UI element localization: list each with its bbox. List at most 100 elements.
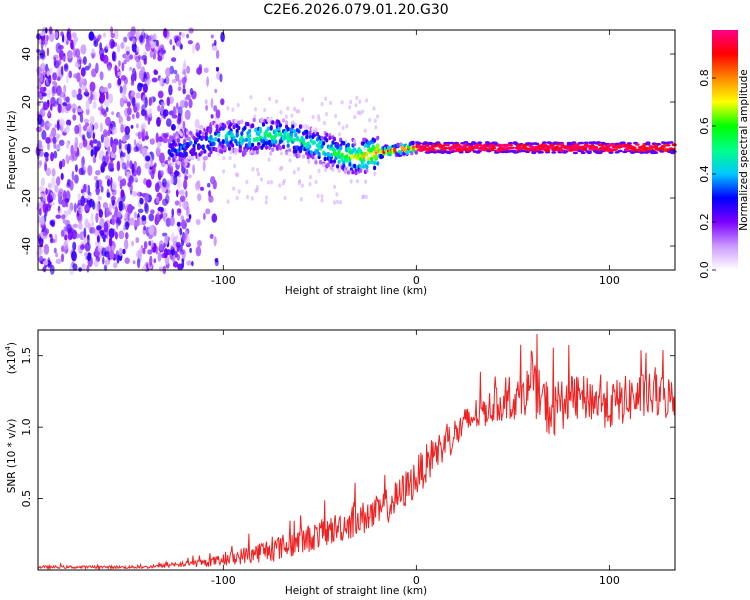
spectrogram-cell	[203, 212, 206, 220]
spectrogram-cell	[121, 89, 127, 99]
spectrogram-y-label: Frequency (Hz)	[6, 110, 18, 189]
spectrogram-cell	[46, 203, 51, 212]
spectrogram-cell	[204, 136, 208, 141]
spectrogram-cell	[186, 206, 190, 218]
spectrogram-cell	[102, 155, 106, 165]
spectrogram-cell	[174, 250, 178, 258]
snr-y-label: SNR (10 * v/v)	[6, 419, 18, 494]
spectrogram-cell	[349, 179, 353, 184]
spectrogram-cell	[91, 201, 96, 210]
spectrogram-cell	[509, 146, 515, 150]
spectrogram-cell	[214, 137, 218, 142]
spectrogram-cell	[142, 247, 146, 255]
spectrogram-cell	[73, 202, 77, 213]
spectrogram-cell	[236, 102, 240, 108]
spectrogram-cell	[214, 259, 219, 267]
spectrogram-cell	[307, 159, 311, 164]
spectrogram-cell	[62, 219, 68, 224]
spectrogram-cell	[133, 211, 137, 219]
spectrogram-cell	[178, 200, 182, 208]
spectrogram-cell	[264, 145, 269, 150]
spectrogram-cell	[55, 258, 62, 264]
spectrogram-cell	[195, 181, 200, 191]
snr-plot-area	[38, 330, 675, 570]
spectrogram-cell	[138, 83, 144, 88]
spectrogram-cell	[354, 103, 358, 108]
spectrogram-cell	[337, 150, 341, 155]
spectrogram-cell	[61, 199, 67, 208]
spectrogram-cell	[137, 217, 143, 222]
spectrogram-cell	[215, 124, 219, 129]
spectrogram-cell	[169, 39, 173, 45]
spectrogram-cell	[376, 135, 380, 141]
spectrogram-cell	[338, 132, 341, 137]
spectrogram-cell	[222, 156, 226, 161]
spectrogram-cell	[332, 136, 337, 142]
spectrogram-cell	[37, 139, 43, 150]
spectrogram-cell	[36, 126, 42, 133]
spectrogram-cell	[353, 139, 357, 144]
spectrogram-cell	[345, 124, 349, 129]
spectrogram-cell	[101, 108, 107, 116]
spectrogram-cell	[458, 150, 464, 154]
spectrogram-cell	[129, 217, 135, 226]
spectrogram-cell	[234, 118, 238, 124]
spectrogram-cell	[195, 42, 201, 52]
spectrogram-cell	[49, 32, 55, 43]
spectrogram-cell	[228, 155, 232, 161]
spectrogram-cell	[335, 192, 339, 197]
spectrogram-cell	[342, 141, 346, 146]
spectrogram-cell	[336, 164, 340, 169]
spectrogram-cell	[430, 148, 436, 151]
spectrogram-cell	[106, 192, 111, 198]
spectrogram-cell	[237, 125, 241, 131]
spectrogram-cell	[333, 200, 336, 205]
spectrogram-cell	[45, 137, 51, 144]
spectrogram-cell	[341, 125, 345, 131]
spectrogram-cell	[75, 48, 81, 58]
spectrogram-cell	[93, 175, 98, 181]
spectrogram-cell	[137, 208, 144, 214]
spectrogram-y-tick-label: -20	[20, 189, 33, 207]
spectrogram-cell	[157, 251, 162, 262]
spectrogram-cell	[215, 119, 219, 125]
spectrogram-cell	[179, 31, 182, 36]
spectrogram-cell	[92, 156, 97, 164]
spectrogram-cell	[100, 122, 103, 133]
spectrogram-cell	[152, 53, 156, 60]
spectrogram-cell	[574, 144, 580, 147]
spectrogram-cell	[278, 146, 282, 151]
spectrogram-cell	[133, 139, 137, 147]
spectrogram-cell	[634, 143, 640, 146]
spectrogram-cell	[204, 131, 208, 136]
spectrogram-cell	[58, 44, 64, 50]
spectrogram-cell	[211, 45, 218, 51]
spectrogram-cell	[217, 132, 221, 138]
spectrogram-cell	[626, 142, 632, 145]
spectrogram-cell	[322, 163, 326, 168]
spectrogram-cell	[170, 176, 174, 185]
spectrogram-cell	[57, 190, 61, 199]
spectrogram-cell	[83, 183, 87, 193]
spectrogram-cell	[103, 32, 106, 38]
spectrogram-cell	[179, 99, 186, 109]
spectrogram-cell	[148, 97, 152, 107]
spectrogram-cell	[231, 143, 235, 148]
spectrogram-cell	[175, 131, 179, 136]
snr-y-multiplier: (x104)	[4, 342, 18, 374]
spectrogram-cell	[240, 119, 244, 124]
spectrogram-cell	[86, 126, 92, 133]
spectrogram-cell	[105, 90, 109, 101]
spectrogram-cell	[366, 144, 371, 149]
spectrogram-cell	[356, 179, 359, 184]
spectrogram-cell	[339, 145, 343, 151]
spectrogram-cell	[141, 215, 147, 222]
spectrogram-cell	[399, 150, 403, 156]
spectrogram-cell	[286, 127, 290, 132]
spectrogram-cell	[331, 140, 335, 145]
spectrogram-cell	[297, 153, 301, 158]
spectrogram-cell	[157, 55, 163, 62]
spectrogram-cell	[158, 266, 163, 272]
spectrogram-cell	[243, 125, 247, 131]
spectrogram-cell	[248, 137, 252, 142]
